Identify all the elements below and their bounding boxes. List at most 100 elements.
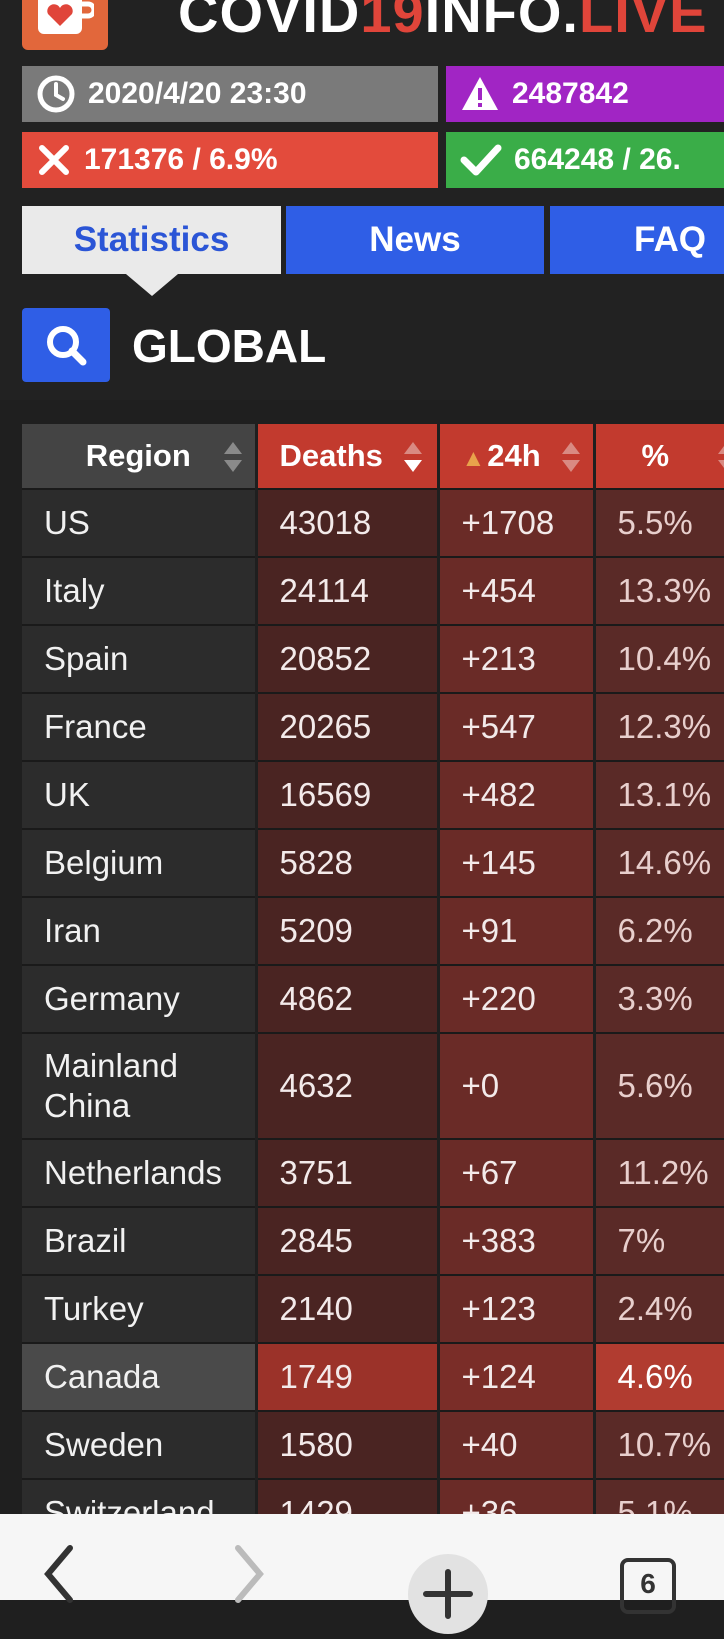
- cell-percent: 6.2%: [594, 897, 724, 965]
- cell-24h: +40: [438, 1411, 594, 1479]
- confirmed-box: 2487842: [446, 66, 724, 122]
- cell-24h: +123: [438, 1275, 594, 1343]
- tab-news[interactable]: News: [286, 206, 544, 274]
- cell-deaths: 3751: [256, 1139, 438, 1207]
- confirmed-count: 2487842: [512, 77, 629, 111]
- cell-percent: 2.4%: [594, 1275, 724, 1343]
- recovered-box: 664248 / 26.: [446, 132, 724, 188]
- recovered-count: 664248 / 26.: [514, 143, 681, 177]
- update-time-box: 2020/4/20 23:30: [22, 66, 438, 122]
- update-time: 2020/4/20 23:30: [88, 77, 307, 111]
- cell-24h: +383: [438, 1207, 594, 1275]
- cell-region: Netherlands: [22, 1139, 256, 1207]
- check-icon: [460, 142, 502, 178]
- cell-region: Brazil: [22, 1207, 256, 1275]
- tab-statistics[interactable]: Statistics: [22, 206, 281, 274]
- cell-deaths: 2845: [256, 1207, 438, 1275]
- logo[interactable]: [22, 0, 108, 50]
- sort-icon: [561, 440, 581, 474]
- cell-percent: 13.1%: [594, 761, 724, 829]
- cell-region: Canada: [22, 1343, 256, 1411]
- cell-deaths: 20852: [256, 625, 438, 693]
- cell-deaths: 16569: [256, 761, 438, 829]
- cell-region: Italy: [22, 557, 256, 625]
- cell-percent: 5.6%: [594, 1033, 724, 1139]
- cell-percent: 3.3%: [594, 965, 724, 1033]
- cell-24h: +213: [438, 625, 594, 693]
- site-title[interactable]: COVID19INFO.LIVE: [178, 0, 707, 48]
- cell-region: Spain: [22, 625, 256, 693]
- sort-icon: [223, 440, 243, 474]
- clock-icon: [36, 74, 76, 114]
- cell-region: Germany: [22, 965, 256, 1033]
- sort-icon: [717, 440, 724, 474]
- cell-region: Belgium: [22, 829, 256, 897]
- active-tab-pointer: [126, 274, 178, 296]
- column-header-deaths[interactable]: Deaths: [256, 424, 438, 489]
- search-icon: [43, 322, 89, 368]
- site-header: COVID19INFO.LIVE 2020/4/20 23:30 2487842…: [0, 0, 724, 400]
- back-icon[interactable]: [40, 1544, 80, 1604]
- increase-arrow-icon: ▲: [462, 445, 486, 472]
- browser-toolbar: 6: [0, 1514, 724, 1600]
- cell-region: UK: [22, 761, 256, 829]
- cell-24h: +67: [438, 1139, 594, 1207]
- deaths-table: Region Deaths ▲24h: [22, 424, 724, 1546]
- cell-percent: 10.4%: [594, 625, 724, 693]
- cell-deaths: 5209: [256, 897, 438, 965]
- cell-deaths: 43018: [256, 489, 438, 557]
- sort-descending-icon: [403, 440, 423, 474]
- cell-24h: +145: [438, 829, 594, 897]
- cell-deaths: 5828: [256, 829, 438, 897]
- cell-region: Iran: [22, 897, 256, 965]
- cell-percent: 14.6%: [594, 829, 724, 897]
- cell-deaths: 1749: [256, 1343, 438, 1411]
- cell-percent: 13.3%: [594, 557, 724, 625]
- tab-count-button[interactable]: 6: [620, 1558, 676, 1614]
- cell-deaths: 2140: [256, 1275, 438, 1343]
- deaths-box: 171376 / 6.9%: [22, 132, 438, 188]
- cell-24h: +220: [438, 965, 594, 1033]
- cell-deaths: 4632: [256, 1033, 438, 1139]
- cell-24h: +482: [438, 761, 594, 829]
- plus-icon: [408, 1554, 488, 1634]
- cell-24h: +1708: [438, 489, 594, 557]
- cell-deaths: 4862: [256, 965, 438, 1033]
- new-tab-button[interactable]: [408, 1554, 488, 1634]
- column-header-percent[interactable]: %: [594, 424, 724, 489]
- cell-region: Sweden: [22, 1411, 256, 1479]
- cell-region: Mainland China: [22, 1033, 256, 1139]
- tab-faq[interactable]: FAQ: [550, 206, 724, 274]
- cell-percent: 4.6%: [594, 1343, 724, 1411]
- cell-region: US: [22, 489, 256, 557]
- cell-24h: +0: [438, 1033, 594, 1139]
- heart-cup-icon: [36, 0, 94, 36]
- deaths-count: 171376 / 6.9%: [84, 143, 278, 177]
- column-header-24h[interactable]: ▲24h: [438, 424, 594, 489]
- search-button[interactable]: [22, 308, 110, 382]
- cell-24h: +124: [438, 1343, 594, 1411]
- cell-24h: +547: [438, 693, 594, 761]
- table-header-row: Region Deaths ▲24h: [22, 424, 724, 489]
- column-header-region[interactable]: Region: [22, 424, 256, 489]
- warning-icon: [460, 74, 500, 114]
- cell-24h: +91: [438, 897, 594, 965]
- cross-icon: [36, 142, 72, 178]
- forward-icon[interactable]: [228, 1544, 268, 1604]
- cell-region: France: [22, 693, 256, 761]
- region-title: GLOBAL: [132, 312, 326, 380]
